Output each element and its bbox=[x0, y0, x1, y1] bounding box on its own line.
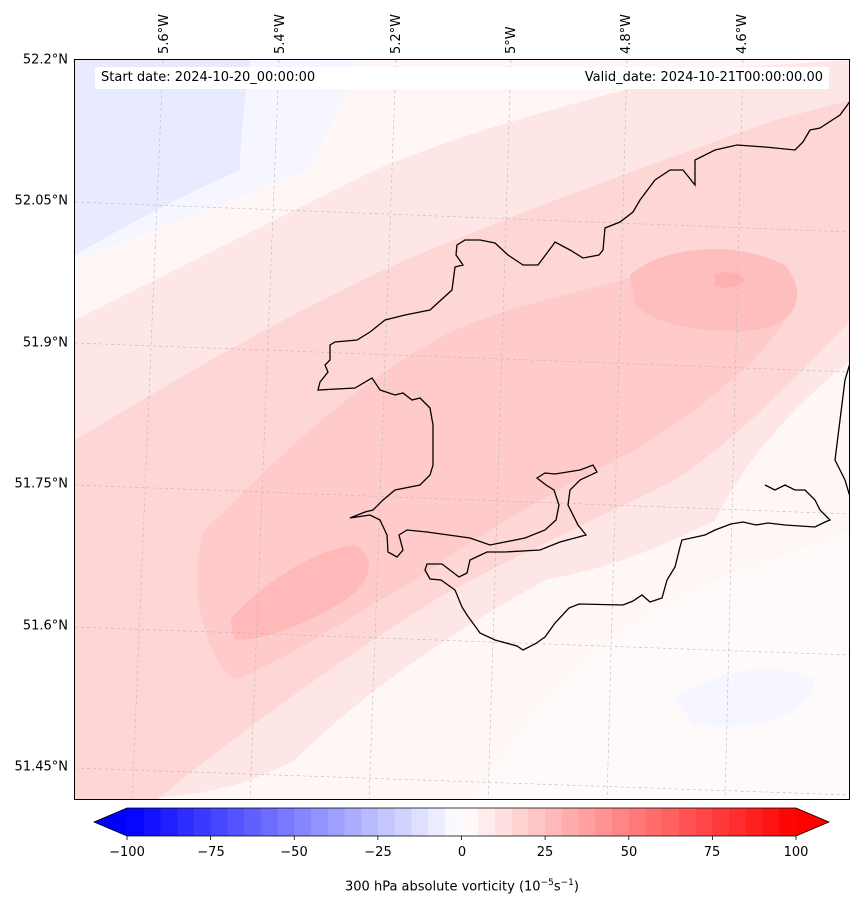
colorbar-segment bbox=[511, 808, 529, 836]
lat-label-51.6: 51.6°N bbox=[22, 618, 68, 634]
lat-label-51.75: 51.75°N bbox=[14, 476, 68, 492]
colorbar-segment bbox=[244, 808, 262, 836]
colorbar-segment bbox=[745, 808, 764, 836]
colorbar-segment bbox=[444, 808, 463, 836]
lon-label-5.2: 5.2°W bbox=[389, 13, 404, 54]
lat-label-52.05: 52.05°N bbox=[14, 193, 68, 209]
colorbar-segment bbox=[277, 808, 295, 836]
lon-label-4.6: 4.6°W bbox=[735, 13, 750, 54]
colorbar-tick-label: −50 bbox=[280, 845, 308, 860]
colorbar-segment bbox=[595, 808, 613, 836]
colorbar-segment bbox=[294, 808, 312, 836]
colorbar-segment bbox=[310, 808, 329, 836]
blue-region bbox=[75, 60, 250, 255]
start-date-label: Start date: 2024-10-20_00:00:00 bbox=[101, 70, 316, 85]
colorbar-segment bbox=[478, 808, 496, 836]
colorbar-segment bbox=[545, 808, 563, 836]
colorbar-segment bbox=[394, 808, 412, 836]
colorbar-segment bbox=[411, 808, 429, 836]
map-panel bbox=[74, 59, 850, 800]
colorbar-segment bbox=[127, 808, 145, 836]
colorbar-segment bbox=[177, 808, 195, 836]
colorbar-label: 300 hPa absolute vorticity (10−5s−1) bbox=[345, 878, 579, 894]
lat-label-51.45: 51.45°N bbox=[14, 759, 68, 775]
colorbar-label-main: 300 hPa absolute vorticity (10 bbox=[345, 879, 541, 895]
lat-label-52.2: 52.2°N bbox=[22, 52, 68, 68]
colorbar-segment bbox=[695, 808, 713, 836]
colorbar-segment bbox=[143, 808, 161, 836]
colorbar-segment bbox=[762, 808, 780, 836]
colorbar-segment bbox=[327, 808, 345, 836]
colorbar-segment bbox=[494, 808, 513, 836]
colorbar-outline bbox=[92, 807, 831, 837]
colorbar-tick-label: 100 bbox=[783, 845, 809, 860]
lon-label-5.6: 5.6°W bbox=[157, 13, 172, 54]
colorbar-segment bbox=[612, 808, 630, 836]
gridline-lon-5.6 bbox=[131, 60, 164, 799]
colorbar-tick-label: −100 bbox=[109, 845, 145, 860]
colorbar-tick-label: 75 bbox=[703, 845, 721, 860]
colorbar-segment bbox=[227, 808, 245, 836]
colorbar-tick-label: 25 bbox=[536, 845, 554, 860]
colorbar-segments bbox=[94, 808, 829, 836]
colorbar-segment bbox=[377, 808, 396, 836]
coastline-main bbox=[317, 101, 849, 651]
lower-right-white bbox=[476, 530, 849, 799]
colorbar-segment bbox=[561, 808, 580, 836]
colorbar-tick-marks bbox=[126, 836, 797, 840]
colorbar-segment bbox=[779, 808, 797, 836]
graticule bbox=[75, 60, 849, 799]
vorticity-map bbox=[75, 60, 849, 799]
upper-right-core bbox=[630, 248, 798, 332]
colorbar-tick-label: −25 bbox=[364, 845, 392, 860]
colorbar-label-end: ) bbox=[573, 879, 579, 895]
colorbar-segment bbox=[729, 808, 747, 836]
map-info-bar: Start date: 2024-10-20_00:00:00 Valid_da… bbox=[95, 67, 829, 89]
lower-right-bluish bbox=[675, 669, 815, 727]
colorbar-extend-min bbox=[94, 808, 127, 836]
colorbar-segment bbox=[361, 808, 379, 836]
colorbar-segment bbox=[160, 808, 178, 836]
colorbar-segment bbox=[428, 808, 446, 836]
colorbar-tick-label: 0 bbox=[457, 845, 467, 860]
colorbar-segment bbox=[193, 808, 212, 836]
lon-label-4.8: 4.8°W bbox=[619, 13, 634, 54]
lower-left-core bbox=[230, 545, 369, 640]
colorbar-label-exp1: −5 bbox=[540, 878, 554, 888]
colorbar-segment bbox=[678, 808, 697, 836]
colorbar-segment bbox=[528, 808, 546, 836]
lon-label-5.0: 5°W bbox=[504, 26, 519, 54]
colorbar-label-unit: s bbox=[553, 879, 561, 895]
lat-label-51.9: 51.9°N bbox=[22, 335, 68, 351]
colorbar-segment bbox=[461, 808, 479, 836]
valid-date-label: Valid_date: 2024-10-21T00:00:00.00 bbox=[584, 70, 823, 85]
coastline-island bbox=[834, 364, 849, 496]
colorbar-label-exp2: −1 bbox=[560, 878, 574, 888]
colorbar-segment bbox=[628, 808, 646, 836]
colorbar-segment bbox=[210, 808, 228, 836]
colorbar-segment bbox=[260, 808, 279, 836]
colorbar-segment bbox=[645, 808, 663, 836]
colorbar-segment bbox=[344, 808, 362, 836]
colorbar-tick-label: −75 bbox=[197, 845, 225, 860]
colorbar-segment bbox=[578, 808, 596, 836]
lon-label-5.4: 5.4°W bbox=[273, 13, 288, 54]
colorbar-tick-label: 50 bbox=[620, 845, 638, 860]
colorbar-segment bbox=[712, 808, 730, 836]
colorbar-segment bbox=[662, 808, 680, 836]
colorbar-extend-max bbox=[796, 808, 829, 836]
